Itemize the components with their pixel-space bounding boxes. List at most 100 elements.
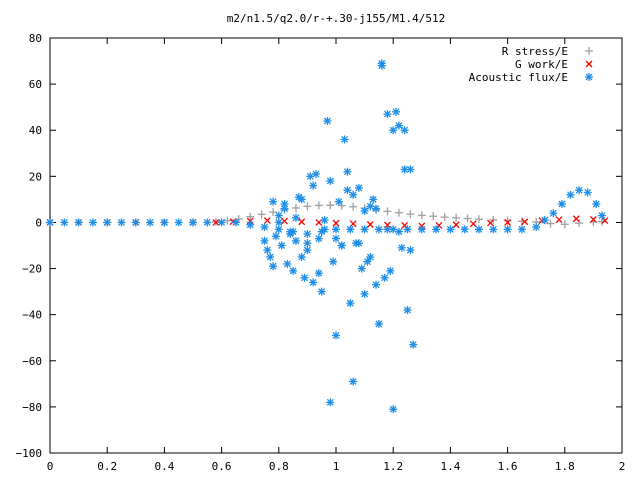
- data-point: [303, 202, 312, 211]
- data-point: [435, 221, 443, 229]
- data-point: [377, 61, 386, 70]
- data-point: [146, 218, 155, 227]
- data-point: [332, 331, 340, 340]
- chart-title: m2/n1.5/q2.0/r-+.30-j155/M1.4/512: [227, 12, 446, 25]
- y-tick-label: −60: [22, 355, 42, 368]
- data-point: [389, 126, 398, 135]
- data-point: [475, 215, 483, 224]
- data-point: [383, 225, 392, 234]
- x-tick-label: 1.6: [498, 460, 518, 473]
- data-point: [463, 214, 472, 223]
- data-point: [349, 377, 358, 386]
- data-point: [394, 227, 403, 236]
- data-point: [517, 225, 526, 234]
- data-point: [374, 225, 383, 234]
- data-point: [246, 212, 255, 221]
- data-point: [406, 165, 415, 174]
- y-tick-label: −40: [22, 309, 42, 322]
- data-point: [311, 170, 320, 179]
- x-tick-label: 0.8: [269, 460, 289, 473]
- data-point: [263, 246, 272, 255]
- data-point: [260, 236, 269, 245]
- data-point: [394, 121, 403, 130]
- legend-marker: [585, 60, 593, 68]
- data-point: [566, 190, 575, 199]
- data-point: [332, 219, 340, 227]
- x-tick-label: 0.6: [212, 460, 232, 473]
- data-point: [486, 219, 494, 227]
- data-point: [401, 221, 409, 229]
- data-point: [303, 246, 312, 255]
- data-point: [203, 218, 212, 227]
- data-point: [440, 213, 449, 222]
- data-point: [309, 181, 318, 190]
- data-point: [337, 241, 346, 250]
- legend-marker: [585, 47, 593, 55]
- data-point: [406, 246, 415, 255]
- data-point: [332, 225, 340, 234]
- x-tick-label: 0.4: [154, 460, 174, 473]
- data-point: [589, 215, 597, 223]
- data-point: [314, 201, 323, 210]
- x-tick-label: 1.2: [383, 460, 403, 473]
- data-point: [380, 273, 389, 282]
- data-point: [360, 225, 369, 234]
- data-point: [297, 195, 306, 204]
- y-tick-label: 40: [29, 124, 42, 137]
- data-point: [504, 218, 512, 226]
- data-point: [452, 213, 461, 222]
- data-point: [374, 319, 383, 328]
- y-tick-label: −80: [22, 401, 42, 414]
- data-point: [320, 216, 329, 225]
- data-point: [475, 225, 483, 234]
- data-point: [575, 219, 584, 228]
- data-point: [360, 289, 369, 298]
- data-point: [326, 176, 335, 185]
- data-point: [332, 234, 340, 243]
- data-point: [281, 217, 288, 225]
- data-point: [231, 218, 240, 227]
- y-tick-label: 0: [35, 216, 42, 229]
- data-point: [174, 218, 183, 227]
- data-point: [88, 218, 97, 227]
- data-point: [363, 257, 372, 266]
- legend-marker: [585, 73, 593, 81]
- data-point: [103, 218, 112, 227]
- data-point: [257, 210, 266, 219]
- data-point: [417, 225, 426, 234]
- data-point: [346, 299, 355, 308]
- data-point: [326, 201, 335, 210]
- data-point: [469, 220, 477, 228]
- data-point: [271, 232, 280, 241]
- plot-frame: [49, 37, 623, 454]
- data-point: [297, 253, 306, 262]
- data-point: [360, 206, 369, 215]
- data-point: [60, 218, 69, 227]
- data-point: [349, 202, 358, 211]
- x-tick-label: 1.4: [440, 460, 460, 473]
- data-point: [280, 204, 289, 213]
- data-point: [283, 259, 292, 268]
- data-point: [291, 203, 300, 212]
- data-point: [446, 225, 455, 234]
- y-tick-label: 80: [29, 32, 42, 45]
- data-point: [394, 208, 403, 217]
- data-point: [403, 225, 412, 234]
- data-point: [298, 218, 306, 226]
- data-point: [340, 135, 349, 144]
- data-point: [429, 212, 438, 221]
- data-point: [583, 188, 592, 197]
- data-point: [346, 225, 355, 234]
- y-tick-label: 60: [29, 78, 42, 91]
- legend-label: R stress/E: [502, 45, 568, 58]
- x-tick-label: 2: [619, 460, 626, 473]
- data-point: [274, 211, 283, 220]
- data-point: [557, 200, 566, 208]
- data-point: [406, 210, 415, 219]
- y-tick-label: 20: [29, 170, 42, 183]
- data-point: [246, 220, 255, 229]
- data-point: [503, 225, 512, 234]
- data-point: [354, 183, 363, 192]
- data-point: [343, 167, 352, 176]
